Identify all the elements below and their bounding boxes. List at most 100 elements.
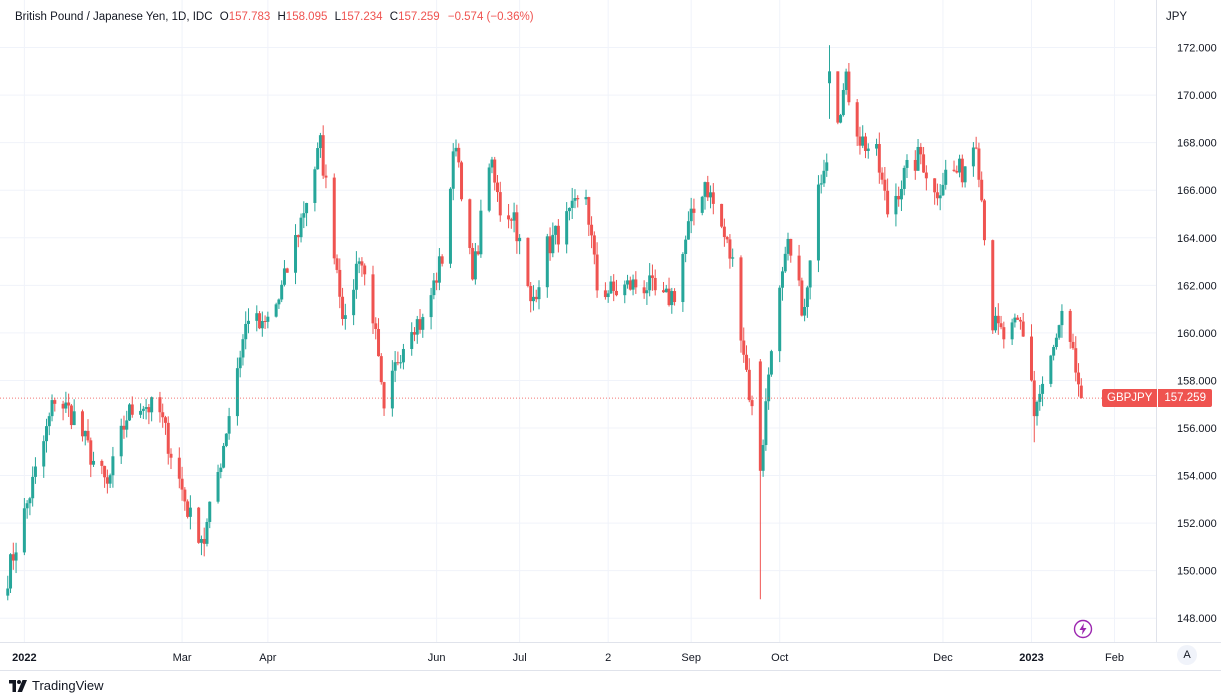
candle (219, 463, 223, 479)
candle (822, 159, 826, 187)
candle (163, 415, 167, 435)
candle-body (808, 260, 812, 288)
candle-body (363, 265, 367, 275)
candle (551, 222, 555, 258)
candle-body (667, 288, 671, 306)
candle-body (321, 135, 325, 176)
candle (418, 309, 422, 334)
candle-body (844, 71, 848, 90)
currency-label[interactable]: JPY (1166, 11, 1188, 23)
candle-body (556, 225, 560, 245)
x-tick-label: Jul (513, 652, 527, 664)
candle-body (141, 408, 145, 411)
candle-body (161, 412, 165, 418)
candle-body (769, 351, 773, 375)
candle (518, 234, 522, 255)
candle (64, 391, 68, 413)
candle (324, 164, 328, 189)
candle-body (554, 225, 558, 235)
candle-body (490, 159, 494, 168)
candle-body (922, 154, 926, 173)
candle (590, 216, 594, 249)
high-label: H (277, 11, 286, 23)
candle-body (822, 170, 826, 184)
candle-body (440, 256, 444, 264)
candle-body (1074, 348, 1078, 373)
price-axis[interactable]: 148.000 150.000 152.000 154.000 156.000 158.0… (1177, 43, 1217, 626)
candle-body (933, 178, 937, 193)
candle-body (341, 296, 345, 319)
x-tick-label: Feb (1105, 652, 1124, 664)
candle-body (507, 215, 511, 220)
candle-body (64, 402, 68, 409)
candle-body (205, 521, 209, 544)
candle-body (789, 238, 793, 256)
candle (197, 506, 201, 544)
candle-body (841, 89, 845, 116)
price-badge-value: 157.259 (1158, 389, 1212, 408)
candle-body (222, 445, 226, 468)
candle-body (150, 397, 154, 413)
open-label: O (219, 11, 229, 23)
candle (335, 254, 339, 274)
candle (437, 248, 441, 291)
tradingview-brand[interactable]: TradingView (9, 678, 104, 693)
candle (338, 258, 342, 309)
candle-body (877, 144, 881, 173)
candle (686, 211, 690, 240)
candle (623, 280, 627, 304)
candle (105, 469, 109, 494)
candle-body (183, 489, 187, 502)
candle-body (994, 315, 998, 331)
candle-body (996, 315, 1000, 324)
candle-body (758, 361, 762, 471)
candle-body (14, 552, 18, 561)
candle (457, 143, 461, 168)
candle-body (587, 197, 591, 225)
candle (994, 307, 998, 333)
high-value: 158.095 (285, 11, 328, 23)
candle (299, 213, 303, 243)
candle (1018, 316, 1022, 330)
candle-body (573, 198, 577, 201)
candle-body (473, 251, 477, 280)
candle-body (451, 151, 455, 189)
tradingview-logo-icon (9, 679, 27, 692)
candle (642, 280, 646, 299)
candle-body (883, 179, 887, 191)
candle-body (1079, 385, 1083, 399)
candle (648, 263, 652, 297)
y-tick-label: 170.000 (1177, 90, 1217, 102)
candle-body (324, 175, 328, 178)
candle (960, 154, 964, 188)
candle-body (1032, 380, 1036, 417)
candle (119, 418, 123, 464)
candle-body (634, 279, 638, 288)
candle-body (235, 368, 239, 417)
candle-body (764, 401, 768, 446)
candle-body (11, 554, 15, 561)
instrument-title[interactable]: British Pound / Japanese Yen, 1D, IDC (15, 11, 213, 23)
time-axis[interactable]: 2022 Mar Apr Jun Jul 2 Sep Oct Dec 2023 Feb (12, 652, 1124, 664)
candle-body (111, 456, 115, 476)
candle (11, 542, 15, 570)
low-value: 157.234 (340, 11, 383, 23)
candle (216, 464, 220, 504)
y-tick-label: 158.000 (1177, 375, 1217, 387)
candle-body (875, 144, 879, 149)
candle-body (515, 212, 519, 242)
candle (224, 433, 228, 448)
candle-body (343, 315, 347, 319)
x-tick-label: Apr (259, 652, 276, 664)
candle-body (725, 237, 729, 240)
candle (863, 132, 867, 159)
candle (343, 303, 347, 330)
candle (258, 310, 262, 330)
candle-body (941, 184, 945, 196)
candle-body (526, 237, 530, 287)
auto-scale-button[interactable]: A (1177, 645, 1197, 665)
lightning-icon[interactable] (1073, 619, 1093, 639)
candle-body (224, 433, 228, 446)
candle-body (565, 211, 569, 245)
